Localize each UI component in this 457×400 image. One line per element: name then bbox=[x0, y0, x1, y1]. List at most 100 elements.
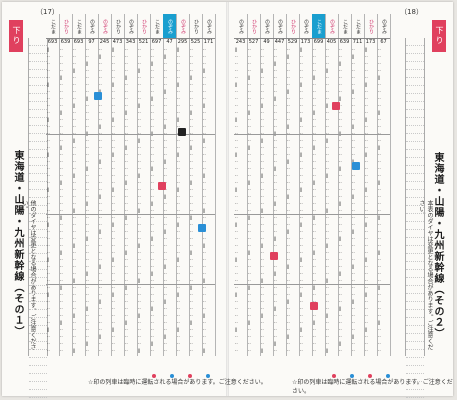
time-cell: ‖ bbox=[352, 300, 355, 305]
time-cell: ·· bbox=[73, 272, 76, 277]
time-cell: ·· bbox=[99, 342, 102, 347]
time-cell: ·· bbox=[326, 223, 329, 228]
time-cell: ·· bbox=[86, 258, 89, 263]
train-column: のぞみ343········‖········‖········‖·······… bbox=[124, 14, 138, 356]
time-cell: ·· bbox=[164, 48, 167, 53]
time-cell: ·· bbox=[274, 300, 277, 305]
time-cell: ·· bbox=[313, 167, 316, 172]
time-cell: ·· bbox=[60, 244, 63, 249]
time-cell: ·· bbox=[112, 174, 115, 179]
time-cell: ·· bbox=[125, 104, 128, 109]
time-cell: ·· bbox=[352, 342, 355, 347]
time-cell: ·· bbox=[99, 279, 102, 284]
time-cell: ·· bbox=[378, 139, 381, 144]
time-cell: ·· bbox=[60, 314, 63, 319]
time-cell: ‖ bbox=[177, 188, 180, 193]
time-cell: ·· bbox=[326, 202, 329, 207]
time-cell: ·· bbox=[274, 195, 277, 200]
time-cell: ‖ bbox=[47, 328, 50, 333]
time-cell: ·· bbox=[300, 314, 303, 319]
time-cell: ·· bbox=[274, 76, 277, 81]
time-cell: ·· bbox=[300, 209, 303, 214]
train-name: ひかり bbox=[111, 14, 124, 39]
time-cell: ‖ bbox=[326, 209, 329, 214]
time-cell: ·· bbox=[287, 209, 290, 214]
time-cell: ·· bbox=[365, 335, 368, 340]
time-cell: ·· bbox=[47, 265, 50, 270]
train-column: のぞみ97····‖········‖········‖········‖···… bbox=[85, 14, 99, 356]
time-cell: ‖ bbox=[378, 251, 381, 256]
time-cell: ·· bbox=[300, 335, 303, 340]
time-cell: ·· bbox=[261, 342, 264, 347]
time-cell: ·· bbox=[86, 265, 89, 270]
time-cell: ‖ bbox=[47, 258, 50, 263]
time-cell: ·· bbox=[339, 111, 342, 116]
time-cell: ‖ bbox=[47, 223, 50, 228]
train-name: こだま bbox=[312, 14, 325, 39]
time-cell: ·· bbox=[86, 314, 89, 319]
time-cell: ·· bbox=[73, 321, 76, 326]
time-cell: ·· bbox=[248, 272, 251, 277]
time-cell: ·· bbox=[86, 279, 89, 284]
time-cell: ·· bbox=[138, 328, 141, 333]
time-cells: ·· ‖ ·· ·· ·· ·· ‖ ·· ·· ·· ·· ‖ ·· ·· ·· ·· ‖ ·· ·· ·· ·· ‖ ·… bbox=[352, 48, 363, 356]
time-cell: ·· bbox=[86, 251, 89, 256]
time-cell: ‖ bbox=[177, 118, 180, 123]
time-cell: ·· bbox=[99, 307, 102, 312]
time-cell: ·· bbox=[190, 230, 193, 235]
time-cell: ‖ bbox=[190, 321, 193, 326]
time-cell: ‖ bbox=[339, 307, 342, 312]
time-cell: ·· bbox=[274, 83, 277, 88]
time-cell: ·· bbox=[99, 69, 102, 74]
time-cell: ·· bbox=[47, 146, 50, 151]
time-cell: ·· bbox=[339, 188, 342, 193]
time-cell: ·· bbox=[352, 328, 355, 333]
time-cell: ·· bbox=[164, 286, 167, 291]
time-cell: ·· bbox=[47, 195, 50, 200]
time-cell: ·· bbox=[203, 300, 206, 305]
time-cell: ·· bbox=[138, 216, 141, 221]
time-cell: ·· bbox=[365, 349, 368, 354]
time-cell: ·· bbox=[287, 258, 290, 263]
time-cell: ·· bbox=[203, 125, 206, 130]
time-cell: ‖ bbox=[300, 223, 303, 228]
time-cell: ‖ bbox=[177, 153, 180, 158]
time-cell: ·· bbox=[60, 349, 63, 354]
time-cell: ·· bbox=[125, 69, 128, 74]
time-cell: ·· bbox=[60, 265, 63, 270]
time-cell: ·· bbox=[339, 230, 342, 235]
time-cell: ‖ bbox=[352, 90, 355, 95]
time-cell: ·· bbox=[190, 272, 193, 277]
time-cell: ·· bbox=[203, 181, 206, 186]
time-cell: ·· bbox=[138, 153, 141, 158]
time-cell: ·· bbox=[203, 251, 206, 256]
time-cell: ·· bbox=[326, 62, 329, 67]
time-cell: ·· bbox=[326, 307, 329, 312]
station-row bbox=[406, 126, 424, 134]
time-cell: ‖ bbox=[73, 104, 76, 109]
train-number: 473 bbox=[112, 39, 123, 45]
time-cell: ·· bbox=[177, 90, 180, 95]
time-cells: ·· ·· ·· ·· ‖ ·· ·· ·· ·· ‖ ·· ·· ·· ·· ‖ ·· ·· ·· ·· ‖ ·· ··… bbox=[60, 48, 71, 356]
time-cell: ·· bbox=[112, 160, 115, 165]
time-cell: ‖ bbox=[261, 314, 264, 319]
time-cell: ·· bbox=[138, 118, 141, 123]
time-cell: ·· bbox=[138, 342, 141, 347]
time-cell: ·· bbox=[60, 83, 63, 88]
station-row bbox=[29, 174, 47, 182]
time-cell: ·· bbox=[339, 195, 342, 200]
time-cell: ·· bbox=[365, 181, 368, 186]
time-cells: ·· ‖ ·· ·· ·· ·· ‖ ·· ·· ·· ·· ‖ ·· ·· ·· ·· ‖ ·· ·· ·· ·· ‖ ·… bbox=[99, 48, 110, 356]
time-cell: ·· bbox=[164, 258, 167, 263]
time-cell: ·· bbox=[112, 90, 115, 95]
time-cell: ·· bbox=[190, 300, 193, 305]
time-cell: ·· bbox=[300, 181, 303, 186]
time-cell: ‖ bbox=[248, 111, 251, 116]
time-cell: ·· bbox=[365, 251, 368, 256]
time-cell: ·· bbox=[352, 97, 355, 102]
time-cell: ·· bbox=[125, 202, 128, 207]
time-cell: ·· bbox=[164, 62, 167, 67]
time-cell: ·· bbox=[190, 244, 193, 249]
time-cell: ‖ bbox=[287, 195, 290, 200]
